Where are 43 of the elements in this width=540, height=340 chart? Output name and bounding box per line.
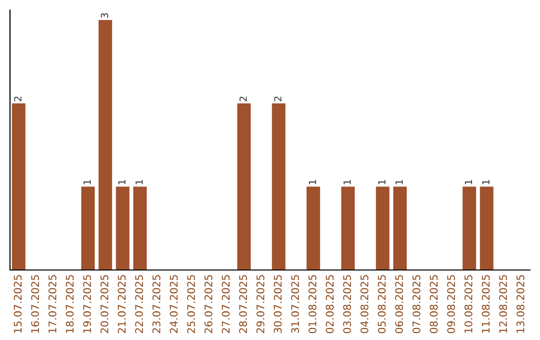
x-tick-label: 30.07.2025	[274, 275, 282, 334]
x-tick-label: 13.08.2025	[516, 275, 524, 333]
x-tick-label: 21.07.2025	[118, 275, 126, 334]
x-tick-label: 02.08.2025	[326, 275, 334, 334]
x-tick-label: 20.07.2025	[100, 275, 108, 334]
x-tick-label: 23.07.2025	[152, 275, 160, 334]
data-label: 3	[100, 13, 108, 18]
x-tick-label: 11.08.2025	[482, 275, 490, 333]
x-tick-label: 01.08.2025	[308, 275, 316, 334]
x-tick-label: 10.08.2025	[464, 275, 472, 333]
x-tick-label: 22.07.2025	[135, 275, 144, 334]
data-label: 1	[84, 180, 91, 184]
data-label: 2	[14, 96, 22, 102]
x-tick-label: 27.07.2025	[222, 275, 230, 334]
x-tick-label: 28.07.2025	[239, 275, 248, 334]
data-label: 2	[239, 96, 247, 102]
x-tick-label: 08.08.2025	[430, 275, 438, 334]
x-tick-label: 17.07.2025	[48, 275, 56, 333]
x-tick-label: 18.07.2025	[66, 275, 74, 333]
x-tick-label: 26.07.2025	[204, 275, 212, 334]
data-label: 1	[482, 180, 490, 184]
data-label: 1	[344, 180, 351, 184]
x-tick-label: 04.08.2025	[360, 275, 368, 334]
data-label: 1	[396, 180, 403, 184]
x-tick-label: 19.07.2025	[83, 275, 92, 333]
x-tick-label: 12.08.2025	[499, 275, 508, 333]
x-tick-label: 05.08.2025	[378, 275, 386, 334]
x-tick-label: 31.07.2025	[291, 275, 300, 334]
data-label: 1	[136, 180, 143, 184]
x-tick-label: 25.07.2025	[187, 275, 196, 334]
data-label: 1	[378, 180, 386, 184]
x-tick-label: 06.08.2025	[395, 275, 404, 334]
x-tick-label: 15.07.2025	[14, 275, 22, 333]
data-label: 1	[118, 180, 126, 184]
data-label: 2	[274, 96, 282, 102]
x-tick-label: 29.07.2025	[256, 275, 264, 334]
data-label: 1	[464, 180, 472, 184]
data-label: 1	[308, 180, 316, 184]
x-tick-label: 16.07.2025	[31, 275, 40, 333]
x-tick-label: 09.08.2025	[447, 275, 456, 334]
x-tick-label: 07.08.2025	[412, 275, 420, 334]
x-tick-label: 24.07.2025	[170, 275, 178, 334]
x-tick-label: 03.08.2025	[343, 275, 352, 334]
